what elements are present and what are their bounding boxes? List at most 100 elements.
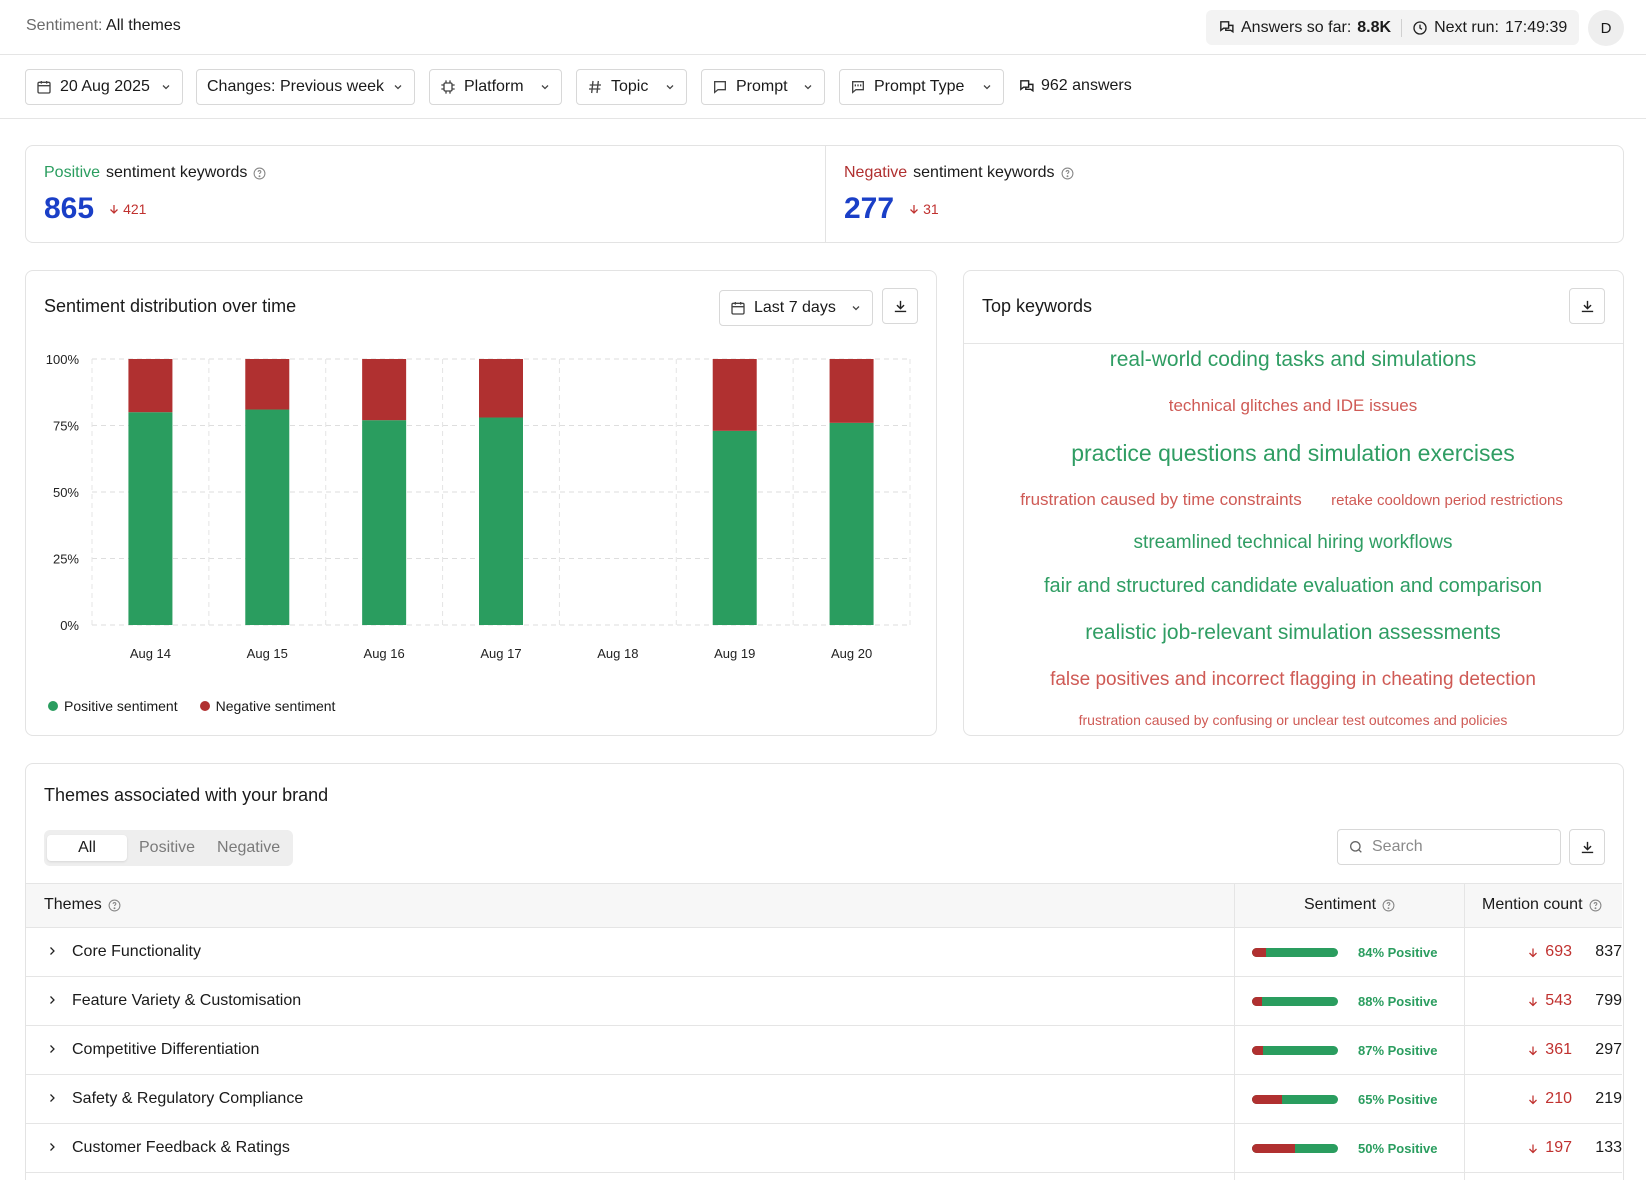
bar-positive — [128, 412, 173, 625]
theme-name: Safety & Regulatory Compliance — [72, 1090, 304, 1107]
chevron-right-icon[interactable] — [46, 1091, 58, 1105]
bar-positive — [245, 409, 290, 625]
chevron-right-icon[interactable] — [46, 1042, 58, 1056]
sentiment-bar — [1252, 1144, 1338, 1153]
theme-name: Competitive Differentiation — [72, 1041, 260, 1058]
positive-delta-value: 421 — [123, 201, 147, 217]
y-tick-label: 75% — [53, 419, 79, 434]
keyword-negative[interactable]: frustration caused by time constraints — [1020, 490, 1302, 509]
chevron-right-icon[interactable] — [46, 1140, 58, 1154]
keyword-negative[interactable]: technical glitches and IDE issues — [1168, 396, 1418, 415]
keywords-download-button[interactable] — [1569, 288, 1605, 324]
chart-legend: Positive sentiment Negative sentiment — [48, 698, 335, 714]
sentiment-bar — [1252, 1095, 1338, 1104]
theme-name: Core Functionality — [72, 943, 201, 960]
themes-download-button[interactable] — [1569, 829, 1605, 865]
keyword-positive[interactable]: fair and structured candidate evaluation… — [1043, 575, 1543, 597]
prompt-type-filter[interactable]: Prompt Type — [839, 69, 1004, 105]
tab-negative[interactable]: Negative — [217, 839, 281, 856]
topic-filter[interactable]: Topic — [576, 69, 687, 105]
search-input[interactable]: Search — [1337, 829, 1561, 865]
negative-keywords-value-row: 277 31 — [844, 192, 1607, 226]
negative-word: Negative — [844, 164, 908, 181]
help-icon[interactable] — [1382, 899, 1395, 912]
col-themes[interactable]: Themes — [44, 896, 121, 914]
sentiment-percent: 88% Positive — [1358, 994, 1438, 1009]
mention-change-value: 197 — [1545, 1139, 1572, 1156]
keyword-summary-card: Positive sentiment keywords 865 421 Nega… — [25, 145, 1624, 243]
prompt-filter[interactable]: Prompt — [701, 69, 825, 105]
platform-filter[interactable]: Platform — [429, 69, 562, 105]
positive-keywords-title: Positive sentiment keywords — [44, 164, 807, 182]
bar-positive — [829, 422, 874, 625]
mention-change: 210 — [1512, 1090, 1572, 1108]
chat-lines-icon — [852, 81, 864, 94]
mention-count: 837 — [1595, 943, 1622, 960]
mention-change: 361 — [1512, 1041, 1572, 1059]
tab-positive[interactable]: Positive — [139, 839, 196, 856]
keyword-negative[interactable]: frustration caused by confusing or uncle… — [1078, 712, 1508, 728]
bar-positive — [712, 430, 757, 625]
arrow-down-icon — [1529, 1144, 1538, 1153]
answers-value: 8.8K — [1357, 18, 1392, 36]
keyword-positive[interactable]: practice questions and simulation exerci… — [1071, 440, 1515, 466]
avatar[interactable]: D — [1588, 10, 1624, 46]
breadcrumb-key: Sentiment: — [26, 17, 103, 34]
download-icon — [1581, 841, 1593, 853]
chevron-down-icon — [394, 85, 402, 90]
col-sentiment[interactable]: Sentiment — [1304, 896, 1395, 914]
negative-title-rest: sentiment keywords — [913, 164, 1055, 181]
clock-icon — [1413, 20, 1427, 35]
x-tick-label: Aug 18 — [597, 646, 638, 661]
sentiment-bar — [1252, 948, 1338, 957]
top-bar: Sentiment: All themes Answers so far: 8.… — [0, 0, 1646, 55]
prompt-type-filter-label: Prompt Type — [874, 78, 965, 95]
mention-change-value: 361 — [1545, 1041, 1572, 1058]
col-themes-label: Themes — [44, 896, 102, 913]
arrow-down-icon — [1529, 1095, 1538, 1104]
col-mentions[interactable]: Mention count — [1482, 896, 1602, 914]
chevron-right-icon[interactable] — [46, 993, 58, 1007]
x-tick-label: Aug 16 — [364, 646, 405, 661]
theme-name: Customer Feedback & Ratings — [72, 1139, 290, 1156]
y-tick-label: 50% — [53, 485, 79, 500]
table-row[interactable]: Feature Variety & Customisation 88% Posit… — [26, 977, 1622, 1026]
sentiment-percent: 87% Positive — [1358, 1043, 1438, 1058]
chevron-right-icon[interactable] — [46, 944, 58, 958]
distribution-download-button[interactable] — [882, 288, 918, 324]
arrow-down-icon — [1529, 997, 1538, 1006]
changes-filter-label: Changes: Previous week — [207, 78, 384, 95]
tab-all[interactable]: All — [47, 835, 127, 861]
help-icon[interactable] — [253, 167, 266, 180]
chat-bubble-icon — [714, 81, 726, 94]
table-row[interactable]: Core Functionality 84% Positive 693 837 — [26, 928, 1622, 977]
breadcrumb-value: All themes — [106, 17, 181, 34]
keyword-negative[interactable]: false positives and incorrect flagging i… — [1050, 669, 1536, 690]
table-row[interactable]: Safety & Regulatory Compliance 65% Positi… — [26, 1075, 1622, 1124]
table-row[interactable]: Customer Feedback & Ratings 50% Positive 1… — [26, 1124, 1622, 1173]
breadcrumb: Sentiment: All themes — [26, 17, 181, 35]
next-run-label: Next run: — [1434, 18, 1499, 36]
legend-negative-label: Negative sentiment — [215, 698, 336, 714]
negative-keywords-delta: 31 — [908, 201, 939, 217]
theme-name: Feature Variety & Customisation — [72, 992, 302, 1009]
sentiment-bar-negative — [1252, 1144, 1295, 1153]
x-tick-label: Aug 15 — [247, 646, 288, 661]
date-filter[interactable]: 20 Aug 2025 — [25, 69, 183, 105]
keyword-positive[interactable]: real-world coding tasks and simulations — [1109, 348, 1477, 371]
bar-negative — [479, 359, 523, 418]
keyword-positive[interactable]: realistic job-relevant simulation assess… — [1085, 621, 1501, 644]
answers-count: 962 answers — [1018, 77, 1132, 95]
range-select[interactable]: Last 7 days — [719, 290, 873, 326]
keyword-positive[interactable]: streamlined technical hiring workflows — [1133, 532, 1453, 553]
keyword-negative[interactable]: retake cooldown period restrictions — [1331, 492, 1563, 509]
y-tick-label: 100% — [46, 352, 80, 367]
col-sentiment-label: Sentiment — [1304, 896, 1377, 913]
help-icon[interactable] — [1589, 899, 1602, 912]
changes-filter[interactable]: Changes: Previous week — [196, 69, 415, 105]
help-icon[interactable] — [1061, 167, 1074, 180]
topic-filter-label: Topic — [611, 78, 649, 95]
help-icon[interactable] — [108, 899, 121, 912]
table-row[interactable]: Competitive Differentiation 87% Positive 3… — [26, 1026, 1622, 1075]
download-icon — [894, 300, 906, 312]
